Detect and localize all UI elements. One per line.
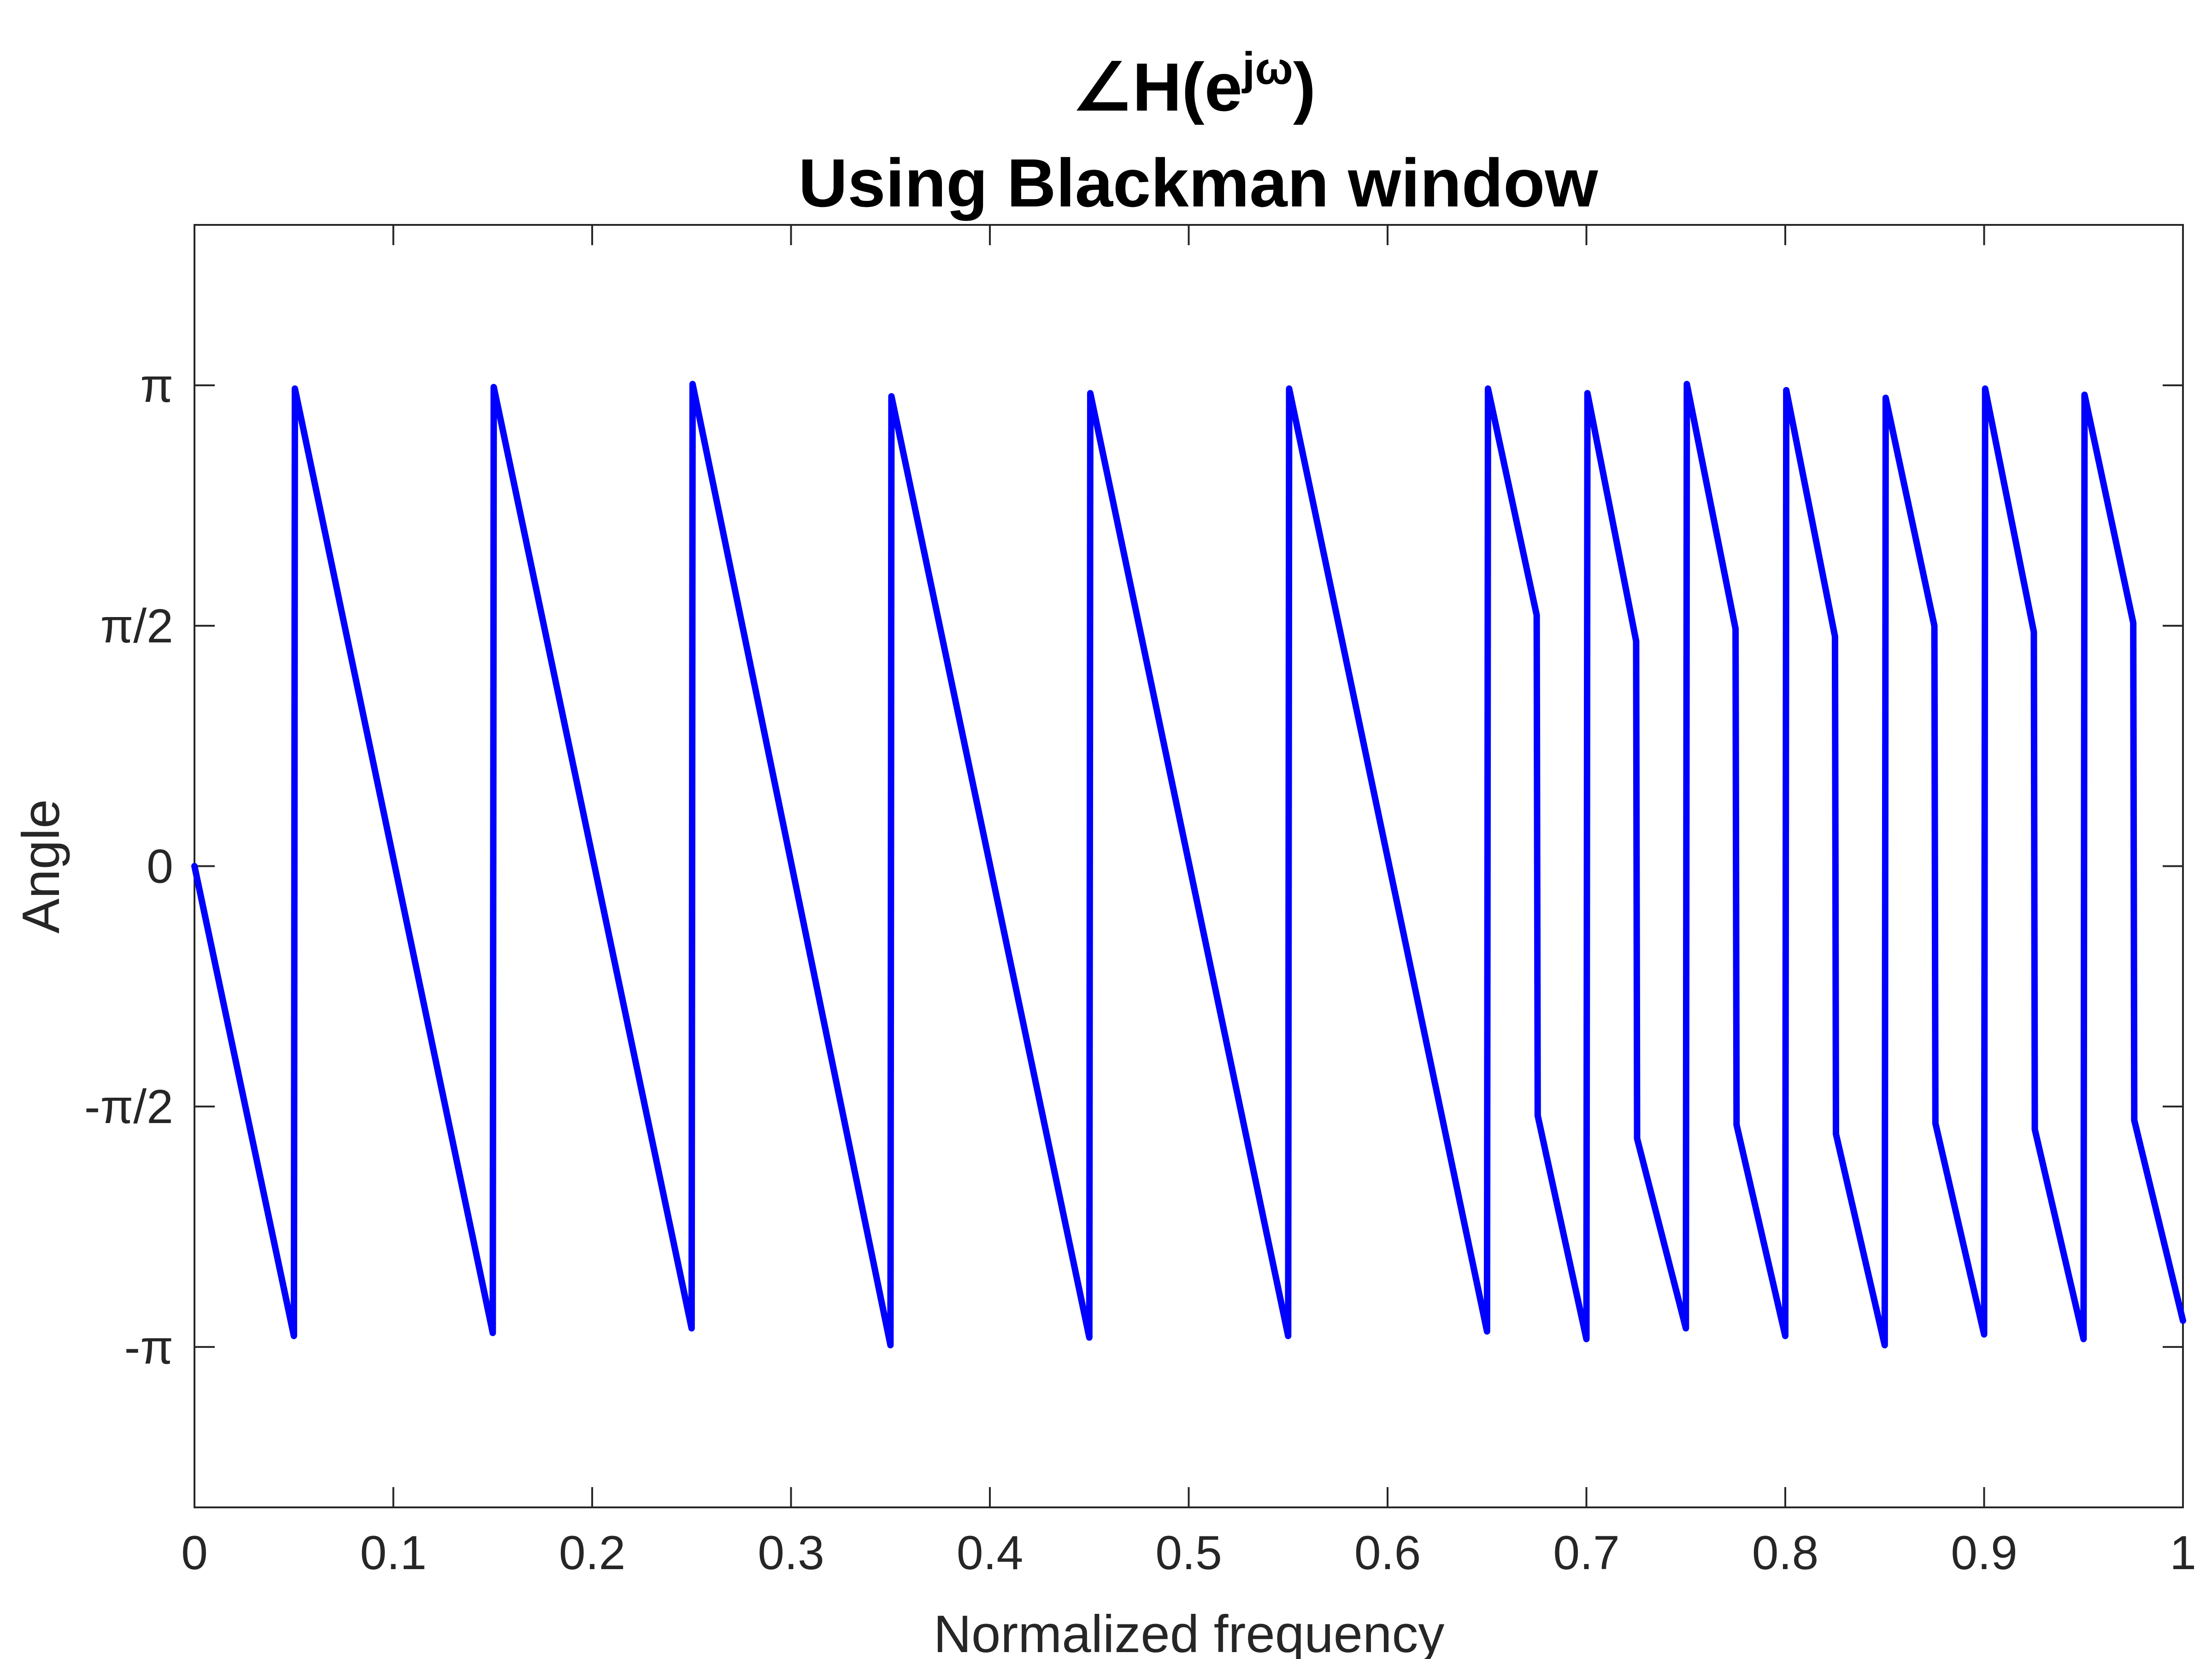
x-tick-label: 0.3: [758, 1526, 824, 1580]
title-close: ): [1293, 49, 1316, 125]
x-tick-label: 1: [2170, 1526, 2196, 1580]
x-tick-label: 0.9: [1951, 1526, 2018, 1580]
chart-subtitle: Using Blackman window: [798, 145, 1598, 221]
y-tick-label: -π: [124, 1321, 173, 1374]
x-tick-label: 0.4: [957, 1526, 1024, 1580]
y-tick-label: -π/2: [84, 1080, 173, 1134]
x-tick-label: 0.1: [360, 1526, 427, 1580]
x-axis-label: Normalized frequency: [934, 1605, 1445, 1659]
y-tick-label: 0: [147, 840, 173, 894]
x-tick-label: 0.5: [1155, 1526, 1222, 1580]
chart-title: ∠H(ejω): [1071, 43, 1316, 125]
x-tick-label: 0: [181, 1526, 208, 1580]
axis-tick-labels: 0 0.1 0.2 0.3 0.4 0.5 0.6 0.7 0.8 0.9 1 -π -π/2 0 π/2 π: [84, 359, 2196, 1580]
x-tick-label: 0.7: [1553, 1526, 1620, 1580]
axis-ticks: [194, 225, 2184, 1507]
x-tick-label: 0.8: [1752, 1526, 1819, 1580]
y-tick-label: π: [140, 359, 173, 412]
phase-series-line: [191, 381, 2186, 1348]
x-tick-label: 0.6: [1354, 1526, 1421, 1580]
y-tick-label: π/2: [100, 600, 174, 653]
x-tick-label: 0.2: [559, 1526, 626, 1580]
y-axis-label: Angle: [12, 799, 71, 934]
title-superscript: jω: [1241, 43, 1293, 94]
title-main: ∠H(e: [1071, 49, 1242, 125]
